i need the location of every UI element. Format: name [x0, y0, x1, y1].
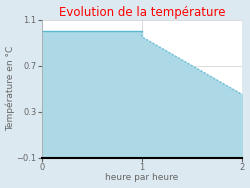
X-axis label: heure par heure: heure par heure [105, 174, 178, 182]
Y-axis label: Température en °C: Température en °C [6, 46, 15, 131]
Title: Evolution de la température: Evolution de la température [59, 6, 225, 19]
